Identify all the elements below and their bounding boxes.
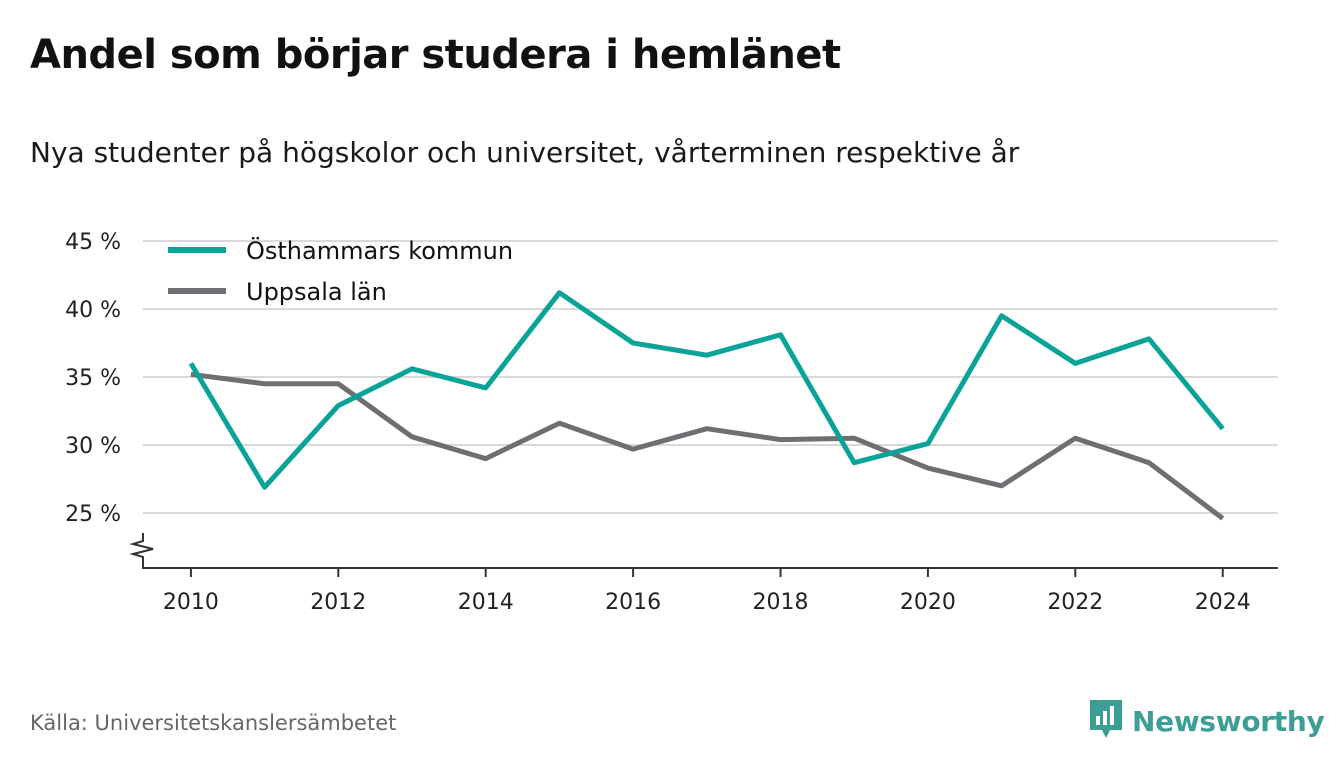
x-tick-label: 2018 [753, 590, 809, 615]
x-tick-label: 2024 [1195, 590, 1251, 615]
y-tick-label: 40 % [65, 298, 121, 323]
brand-logo: Newsworthy [1088, 698, 1325, 744]
legend-label: Uppsala län [246, 278, 387, 306]
series-line-uppsala [190, 371, 1225, 521]
y-tick-label: 25 % [65, 502, 121, 527]
x-tick-label: 2022 [1047, 590, 1103, 615]
y-tick-label: 45 % [65, 230, 121, 255]
legend: Östhammars kommun Uppsala län [168, 236, 513, 306]
y-tick-label: 35 % [65, 366, 121, 391]
brand-name: Newsworthy [1132, 704, 1325, 738]
series-lines [188, 290, 1225, 521]
y-tick-label: 30 % [65, 434, 121, 459]
line-chart: 25 %30 %35 %40 %45 % 2010 2012 2014 2016 201… [65, 230, 1278, 615]
x-tick-label: 2016 [605, 590, 661, 615]
x-tick-label: 2014 [458, 590, 514, 615]
x-tick-label: 2012 [310, 590, 366, 615]
newsworthy-logo-icon [1088, 698, 1124, 744]
x-tick-label: 2010 [163, 590, 219, 615]
legend-label: Östhammars kommun [246, 236, 513, 265]
y-axis-break [129, 533, 154, 568]
chart-title: Andel som börjar studera i hemlänet [30, 32, 841, 78]
chart-subtitle: Nya studenter på högskolor och universit… [30, 136, 1020, 169]
series-line-osthammar [188, 290, 1225, 490]
source-note: Källa: Universitetskanslersämbetet [30, 711, 397, 735]
x-axis [129, 533, 1278, 569]
x-tick-label: 2020 [900, 590, 956, 615]
x-axis-ticks: 2010 2012 2014 2016 2018 2020 2022 2024 [163, 568, 1251, 615]
y-axis-ticks: 25 % 30 % 35 % 40 % 45 % [65, 230, 121, 527]
